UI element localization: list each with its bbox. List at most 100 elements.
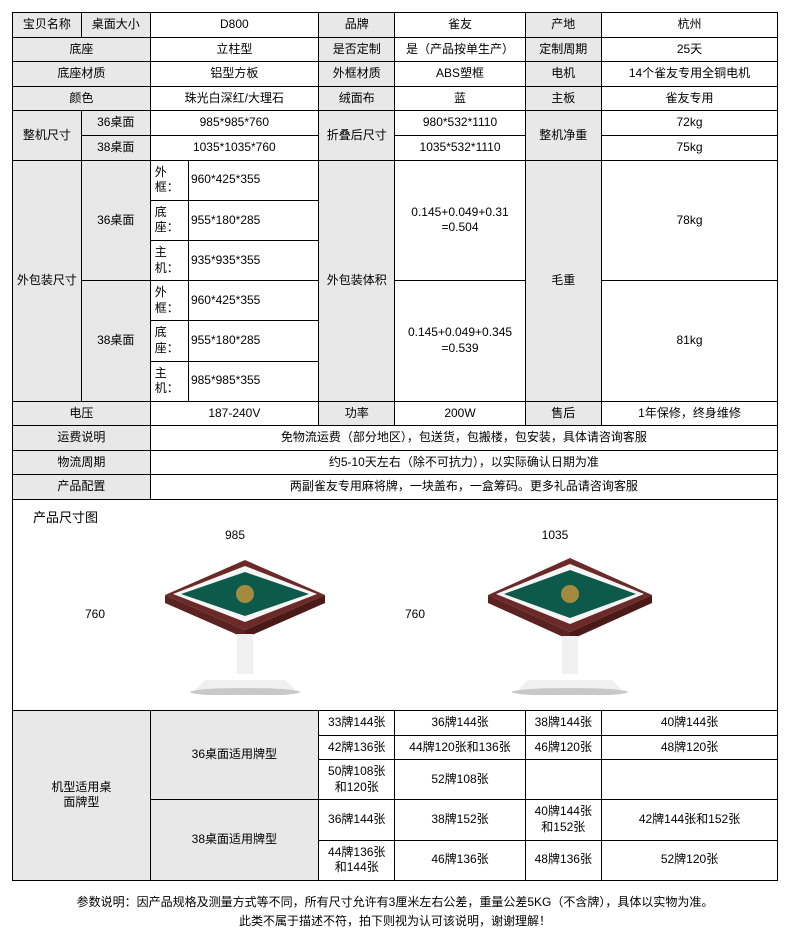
t38-1-4: 42牌144张和152张 bbox=[602, 800, 778, 840]
t36-2-1: 42牌136张 bbox=[318, 735, 395, 760]
val-cycle: 25天 bbox=[602, 37, 778, 62]
val-netw36: 72kg bbox=[602, 111, 778, 136]
val-mainboard: 雀友专用 bbox=[602, 86, 778, 111]
lbl-origin: 产地 bbox=[525, 13, 602, 38]
val-full36: 985*985*760 bbox=[150, 111, 318, 136]
t38-1-1: 36牌144张 bbox=[318, 800, 395, 840]
t36-3-2: 52牌108张 bbox=[395, 760, 525, 800]
val-netw38: 75kg bbox=[602, 135, 778, 160]
val-brand: 雀友 bbox=[395, 13, 525, 38]
val-vol38: 0.145+0.049+0.345 =0.539 bbox=[395, 281, 525, 402]
t36-2-4: 48牌120张 bbox=[602, 735, 778, 760]
lbl-36a: 36桌面 bbox=[81, 111, 150, 136]
spec-table: 宝贝名称 桌面大小 D800 品牌 雀友 产地 杭州 底座 立柱型 是否定制 是… bbox=[12, 12, 778, 881]
val-custom: 是（产品按单生产） bbox=[395, 37, 525, 62]
lbl-fullsize: 整机尺寸 bbox=[13, 111, 82, 160]
t36-2-2: 44牌120张和136张 bbox=[395, 735, 525, 760]
lbl-base-b: 底座： bbox=[150, 321, 188, 361]
mahjong-table-icon bbox=[465, 550, 675, 695]
t38-2-2: 46牌136张 bbox=[395, 840, 525, 880]
lbl-base-a: 底座： bbox=[150, 200, 188, 240]
lbl-outervol: 外包装体积 bbox=[318, 160, 395, 401]
val-p38host: 985*985*355 bbox=[188, 361, 318, 401]
val-origin: 杭州 bbox=[602, 13, 778, 38]
val-basemat: 铝型方板 bbox=[150, 62, 318, 87]
lbl-framemat: 外框材质 bbox=[318, 62, 395, 87]
t36-3-3 bbox=[525, 760, 602, 800]
val-framemat: ABS塑框 bbox=[395, 62, 525, 87]
lbl-custom: 是否定制 bbox=[318, 37, 395, 62]
val-aftersale: 1年保修，终身维修 bbox=[602, 401, 778, 426]
lbl-netw: 整机净重 bbox=[525, 111, 602, 160]
val-full38: 1035*1035*760 bbox=[150, 135, 318, 160]
val-p36base: 955*180*285 bbox=[188, 200, 318, 240]
width-1035: 1035 bbox=[542, 528, 569, 544]
dimension-diagram: 产品尺寸图 985 760 1035 760 bbox=[13, 500, 778, 711]
val-logistics: 约5-10天左右（除不可抗力），以实际确认日期为准 bbox=[150, 450, 777, 475]
lbl-shipping: 运费说明 bbox=[13, 426, 151, 451]
val-config: 两副雀友专用麻将牌，一块盖布，一盒筹码。更多礼品请咨询客服 bbox=[150, 475, 777, 500]
val-p36host: 935*935*355 bbox=[188, 240, 318, 280]
diagram-title: 产品尺寸图 bbox=[33, 510, 98, 527]
t36-1-1: 33牌144张 bbox=[318, 711, 395, 736]
t38-2-3: 48牌136张 bbox=[525, 840, 602, 880]
lbl-cloth: 绒面布 bbox=[318, 86, 395, 111]
val-cloth: 蓝 bbox=[395, 86, 525, 111]
t36-2-3: 46牌120张 bbox=[525, 735, 602, 760]
footnote: 参数说明：因产品规格及测量方式等不同，所有尺寸允许有3厘米左右公差，重量公差5K… bbox=[12, 881, 778, 931]
lbl-tile36: 36桌面适用牌型 bbox=[150, 711, 318, 800]
lbl-folded: 折叠后尺寸 bbox=[318, 111, 395, 160]
lbl-frame-a: 外框： bbox=[150, 160, 188, 200]
lbl-tilemodel: 机型适用桌 面牌型 bbox=[13, 711, 151, 881]
val-model: D800 bbox=[150, 13, 318, 38]
val-shipping: 免物流运费（部分地区），包送货，包搬楼，包安装，具体请咨询客服 bbox=[150, 426, 777, 451]
val-base: 立柱型 bbox=[150, 37, 318, 62]
val-color: 珠光白深红/大理石 bbox=[150, 86, 318, 111]
t38-1-2: 38牌152张 bbox=[395, 800, 525, 840]
lbl-36b: 36桌面 bbox=[81, 160, 150, 281]
lbl-tablesize: 桌面大小 bbox=[81, 13, 150, 38]
lbl-basemat: 底座材质 bbox=[13, 62, 151, 87]
t36-1-4: 40牌144张 bbox=[602, 711, 778, 736]
lbl-config: 产品配置 bbox=[13, 475, 151, 500]
val-p38base: 955*180*285 bbox=[188, 321, 318, 361]
val-folded36: 980*532*1110 bbox=[395, 111, 525, 136]
lbl-tile38: 38桌面适用牌型 bbox=[150, 800, 318, 880]
t38-1-3: 40牌144张 和152张 bbox=[525, 800, 602, 840]
width-985: 985 bbox=[225, 528, 245, 544]
lbl-outerpack: 外包装尺寸 bbox=[13, 160, 82, 401]
lbl-logistics: 物流周期 bbox=[13, 450, 151, 475]
val-gw36: 78kg bbox=[602, 160, 778, 281]
t36-1-2: 36牌144张 bbox=[395, 711, 525, 736]
lbl-motor: 电机 bbox=[525, 62, 602, 87]
val-voltage: 187-240V bbox=[150, 401, 318, 426]
t38-2-4: 52牌120张 bbox=[602, 840, 778, 880]
table-figure-1035: 1035 760 bbox=[435, 530, 675, 700]
lbl-cycle: 定制周期 bbox=[525, 37, 602, 62]
height-760b: 760 bbox=[405, 607, 425, 623]
val-p36frame: 960*425*355 bbox=[188, 160, 318, 200]
height-760a: 760 bbox=[85, 607, 105, 623]
lbl-frame-b: 外框： bbox=[150, 281, 188, 321]
val-p38frame: 960*425*355 bbox=[188, 281, 318, 321]
lbl-color: 颜色 bbox=[13, 86, 151, 111]
lbl-host-a: 主机： bbox=[150, 240, 188, 280]
val-motor: 14个雀友专用全铜电机 bbox=[602, 62, 778, 87]
lbl-power: 功率 bbox=[318, 401, 395, 426]
table-figure-985: 985 760 bbox=[115, 530, 355, 700]
lbl-voltage: 电压 bbox=[13, 401, 151, 426]
lbl-aftersale: 售后 bbox=[525, 401, 602, 426]
lbl-base: 底座 bbox=[13, 37, 151, 62]
lbl-brand: 品牌 bbox=[318, 13, 395, 38]
lbl-host-b: 主机： bbox=[150, 361, 188, 401]
val-folded38: 1035*532*1110 bbox=[395, 135, 525, 160]
lbl-38b: 38桌面 bbox=[81, 281, 150, 402]
t36-3-4 bbox=[602, 760, 778, 800]
val-gw38: 81kg bbox=[602, 281, 778, 402]
t36-1-3: 38牌144张 bbox=[525, 711, 602, 736]
t38-2-1: 44牌136张 和144张 bbox=[318, 840, 395, 880]
lbl-38a: 38桌面 bbox=[81, 135, 150, 160]
lbl-gw: 毛重 bbox=[525, 160, 602, 401]
val-vol36: 0.145+0.049+0.31 =0.504 bbox=[395, 160, 525, 281]
t36-3-1: 50牌108张 和120张 bbox=[318, 760, 395, 800]
